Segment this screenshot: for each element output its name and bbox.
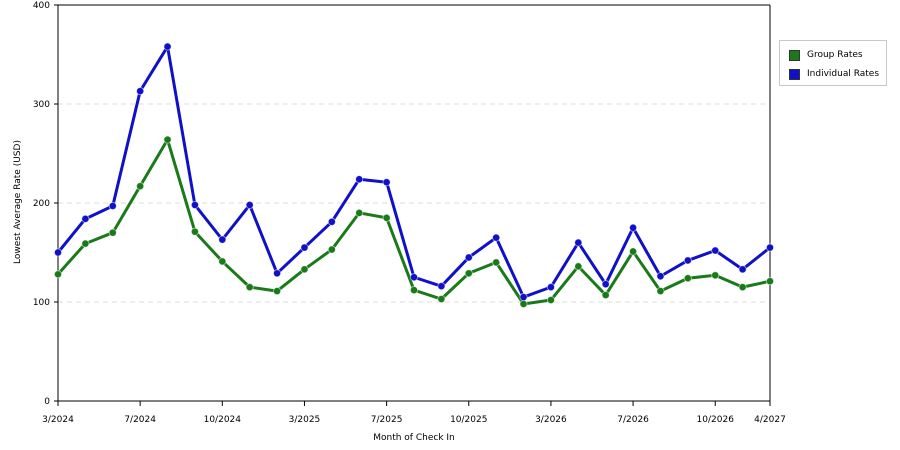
x-tick-label: 7/2026 xyxy=(617,415,649,425)
y-tick-label: 400 xyxy=(33,1,50,11)
data-point-group-rates xyxy=(108,228,117,237)
legend-label-group-rates: Group Rates xyxy=(807,50,863,60)
data-point-group-rates xyxy=(519,299,528,308)
data-point-group-rates xyxy=(81,239,90,248)
data-point-group-rates xyxy=(656,287,665,296)
data-point-group-rates xyxy=(300,265,309,274)
data-point-group-rates xyxy=(601,291,610,300)
x-tick-label: 10/2026 xyxy=(697,415,735,425)
legend-item-group-rates: Group Rates xyxy=(789,49,863,61)
data-point-individual-rates xyxy=(108,201,117,210)
data-point-individual-rates xyxy=(766,243,775,252)
data-point-group-rates xyxy=(738,283,747,292)
data-point-individual-rates xyxy=(245,200,254,209)
legend-swatch-individual-rates xyxy=(789,68,800,80)
data-point-group-rates xyxy=(355,208,364,217)
data-point-group-rates xyxy=(683,274,692,283)
data-point-individual-rates xyxy=(409,273,418,282)
y-tick-label: 300 xyxy=(33,100,50,110)
data-point-group-rates xyxy=(54,270,63,279)
data-point-group-rates xyxy=(409,286,418,295)
data-point-individual-rates xyxy=(711,246,720,255)
data-point-individual-rates xyxy=(546,283,555,292)
data-point-individual-rates xyxy=(81,214,90,223)
data-point-individual-rates xyxy=(683,256,692,265)
data-point-individual-rates xyxy=(437,282,446,291)
x-tick-label: 3/2024 xyxy=(42,415,74,425)
legend-item-individual-rates: Individual Rates xyxy=(789,68,879,80)
data-point-group-rates xyxy=(190,227,199,236)
data-point-group-rates xyxy=(327,245,336,254)
data-point-individual-rates xyxy=(492,233,501,242)
data-point-group-rates xyxy=(273,287,282,296)
x-axis-title: Month of Check In xyxy=(373,433,455,443)
x-tick-label: 10/2024 xyxy=(204,415,242,425)
data-point-individual-rates xyxy=(300,243,309,252)
data-point-individual-rates xyxy=(163,42,172,51)
x-tick-label: 10/2025 xyxy=(450,415,487,425)
y-tick-label: 0 xyxy=(44,397,50,407)
data-point-individual-rates xyxy=(327,217,336,226)
x-tick-label: 4/2027 xyxy=(754,415,786,425)
data-point-individual-rates xyxy=(355,175,364,184)
y-tick-label: 100 xyxy=(33,298,50,308)
data-point-individual-rates xyxy=(601,280,610,289)
data-point-group-rates xyxy=(711,271,720,280)
chart-legend: Group Rates Individual Rates xyxy=(779,40,887,86)
y-axis-title: Lowest Average Rate (USD) xyxy=(13,140,23,264)
data-point-group-rates xyxy=(437,295,446,304)
data-point-group-rates xyxy=(382,213,391,222)
data-point-group-rates xyxy=(245,283,254,292)
legend-label-individual-rates: Individual Rates xyxy=(807,69,880,79)
data-point-group-rates xyxy=(574,262,583,271)
data-point-group-rates xyxy=(464,269,473,278)
x-tick-label: 7/2025 xyxy=(371,415,403,425)
y-tick-label: 200 xyxy=(33,199,50,209)
x-tick-label: 7/2024 xyxy=(124,415,156,425)
data-point-individual-rates xyxy=(190,200,199,209)
axes: 0 100 200 300 400 3/2024 7/2024 10/2024 3/2025 7/… xyxy=(33,1,786,425)
data-point-individual-rates xyxy=(656,272,665,281)
series-line-individual-rates xyxy=(56,45,772,299)
data-point-group-rates xyxy=(218,257,227,266)
data-point-individual-rates xyxy=(464,253,473,262)
data-point-group-rates xyxy=(136,182,145,191)
x-tick-label: 3/2026 xyxy=(535,415,567,425)
data-point-individual-rates xyxy=(629,223,638,232)
data-point-individual-rates xyxy=(519,293,528,302)
data-point-group-rates xyxy=(546,296,555,305)
data-point-group-rates xyxy=(492,258,501,267)
data-point-group-rates xyxy=(766,277,775,286)
data-point-group-rates xyxy=(163,135,172,144)
legend-swatch-group-rates xyxy=(789,49,800,61)
x-tick-label: 3/2025 xyxy=(289,415,321,425)
data-point-individual-rates xyxy=(382,178,391,187)
data-series xyxy=(54,42,775,308)
data-point-group-rates xyxy=(629,247,638,256)
data-point-individual-rates xyxy=(136,87,145,96)
data-point-individual-rates xyxy=(54,248,63,257)
data-point-individual-rates xyxy=(218,235,227,244)
data-point-individual-rates xyxy=(273,269,282,278)
data-point-individual-rates xyxy=(574,238,583,247)
data-point-individual-rates xyxy=(738,265,747,274)
